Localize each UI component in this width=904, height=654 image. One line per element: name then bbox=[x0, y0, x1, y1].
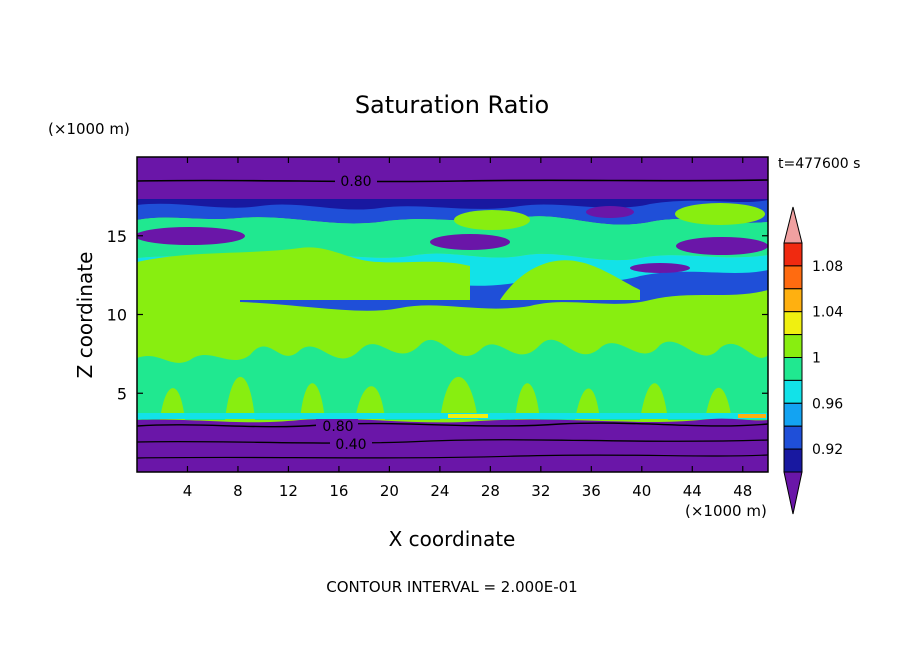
colorbar-label: 0.96 bbox=[812, 396, 843, 412]
colorbar-label: 0.92 bbox=[812, 442, 843, 458]
x-tick-label: 12 bbox=[279, 482, 298, 500]
x-tick-label: 20 bbox=[380, 482, 399, 500]
colorbar-swatch bbox=[783, 265, 803, 290]
y-tick-label: 5 bbox=[117, 384, 127, 403]
x-tick-label: 24 bbox=[430, 482, 449, 500]
colorbar-min-triangle bbox=[783, 471, 803, 515]
x-tick-label: 40 bbox=[632, 482, 651, 500]
colorbar-label: 1.04 bbox=[812, 305, 843, 321]
y-unit-label: (×1000 m) bbox=[48, 120, 130, 138]
y-tick-label: 15 bbox=[107, 227, 127, 246]
x-tick-label: 32 bbox=[531, 482, 550, 500]
colorbar: 0.92 0.96 1 1.04 1.08 bbox=[783, 206, 843, 515]
x-axis: 4 8 12 16 20 24 28 32 36 40 44 48 bbox=[183, 157, 752, 500]
y-axis: 5 10 15 bbox=[107, 227, 768, 403]
x-tick-label: 8 bbox=[233, 482, 243, 500]
colorbar-max-triangle bbox=[783, 206, 803, 244]
colorbar-swatch bbox=[783, 425, 803, 450]
contour-labels: 0.80 0.80 0.40 bbox=[316, 174, 377, 453]
contour-field bbox=[137, 157, 768, 472]
contour-label: 0.80 bbox=[322, 419, 353, 435]
colorbar-swatch bbox=[783, 288, 803, 313]
x-unit-label: (×1000 m) bbox=[685, 502, 767, 520]
stratosphere-band bbox=[137, 157, 768, 199]
x-tick-label: 48 bbox=[733, 482, 752, 500]
chart-title: Saturation Ratio bbox=[355, 91, 549, 119]
contour-label: 0.40 bbox=[335, 437, 366, 453]
x-tick-label: 28 bbox=[481, 482, 500, 500]
x-tick-label: 36 bbox=[582, 482, 601, 500]
y-tick-label: 10 bbox=[107, 306, 127, 325]
colorbar-swatch bbox=[783, 334, 803, 359]
colorbar-label: 1 bbox=[812, 351, 821, 367]
boundary-layer-band bbox=[137, 418, 768, 472]
x-tick-label: 16 bbox=[329, 482, 348, 500]
colorbar-label: 1.08 bbox=[812, 259, 843, 275]
colorbar-swatch bbox=[783, 379, 803, 404]
x-axis-label: X coordinate bbox=[389, 527, 516, 551]
colorbar-swatch bbox=[783, 242, 803, 267]
colorbar-swatch bbox=[783, 402, 803, 427]
x-tick-label: 4 bbox=[183, 482, 193, 500]
colorbar-swatch bbox=[783, 448, 803, 473]
x-tick-label: 44 bbox=[683, 482, 702, 500]
colorbar-swatch bbox=[783, 357, 803, 381]
time-label: t=477600 s bbox=[778, 156, 860, 172]
contour-interval-note: CONTOUR INTERVAL = 2.000E-01 bbox=[326, 578, 577, 596]
contour-label: 0.80 bbox=[340, 174, 371, 190]
y-axis-label: Z coordinate bbox=[73, 252, 97, 379]
lower-cyan-region bbox=[137, 339, 768, 420]
colorbar-swatch bbox=[783, 311, 803, 336]
